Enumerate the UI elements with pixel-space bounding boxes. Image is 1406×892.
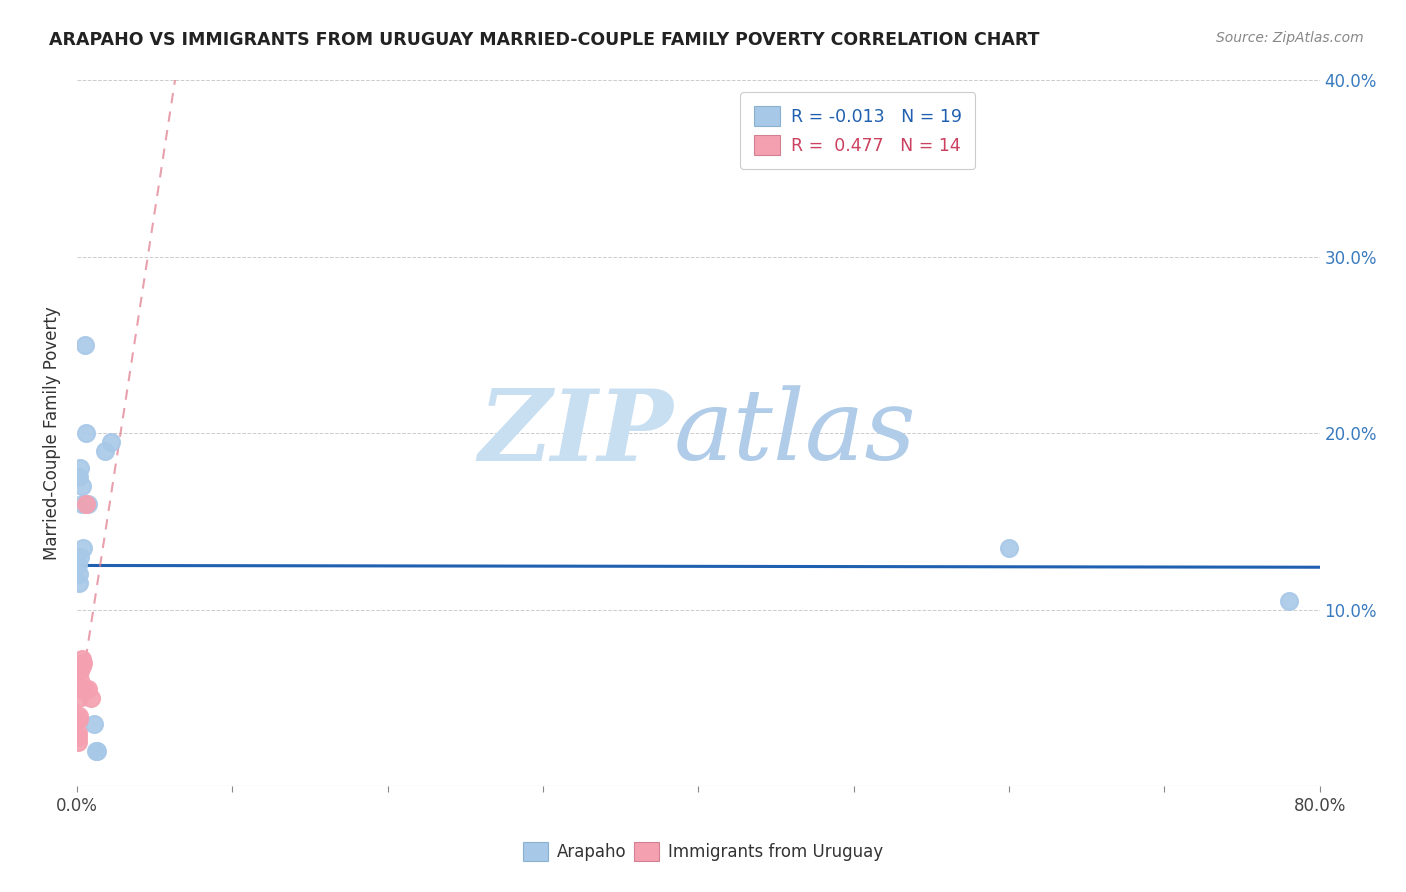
- Text: ZIP: ZIP: [478, 384, 673, 482]
- Point: [67, 708, 90, 723]
- Point: [83, 717, 105, 731]
- Point: [73, 338, 96, 352]
- Text: Source: ZipAtlas.com: Source: ZipAtlas.com: [1216, 31, 1364, 45]
- Point: [75, 497, 97, 511]
- Point: [1277, 594, 1299, 608]
- Point: [72, 656, 94, 670]
- Point: [86, 744, 108, 758]
- Point: [72, 541, 94, 555]
- Point: [69, 665, 91, 679]
- Point: [67, 735, 90, 749]
- Point: [67, 576, 90, 591]
- Point: [75, 425, 97, 440]
- Point: [66, 730, 89, 744]
- Point: [77, 681, 100, 696]
- Point: [69, 549, 91, 564]
- Point: [67, 690, 90, 705]
- Point: [94, 443, 117, 458]
- Point: [70, 659, 93, 673]
- Point: [67, 712, 90, 726]
- Text: atlas: atlas: [673, 385, 917, 481]
- Point: [100, 434, 122, 449]
- Point: [69, 681, 91, 696]
- Text: ARAPAHO VS IMMIGRANTS FROM URUGUAY MARRIED-COUPLE FAMILY POVERTY CORRELATION CHA: ARAPAHO VS IMMIGRANTS FROM URUGUAY MARRI…: [49, 31, 1039, 49]
- Point: [70, 652, 93, 666]
- Point: [70, 497, 93, 511]
- Legend: Arapaho, Immigrants from Uruguay: Arapaho, Immigrants from Uruguay: [516, 835, 890, 868]
- Point: [77, 497, 100, 511]
- Point: [67, 470, 90, 484]
- Point: [73, 681, 96, 696]
- Legend: R = -0.013   N = 19, R =  0.477   N = 14: R = -0.013 N = 19, R = 0.477 N = 14: [740, 92, 976, 169]
- Point: [998, 541, 1021, 555]
- Point: [69, 673, 91, 688]
- Point: [80, 690, 103, 705]
- Point: [69, 461, 91, 475]
- Point: [66, 726, 89, 740]
- Point: [67, 567, 90, 582]
- Point: [70, 479, 93, 493]
- Point: [84, 744, 107, 758]
- Y-axis label: Married-Couple Family Poverty: Married-Couple Family Poverty: [44, 306, 60, 560]
- Point: [67, 558, 90, 573]
